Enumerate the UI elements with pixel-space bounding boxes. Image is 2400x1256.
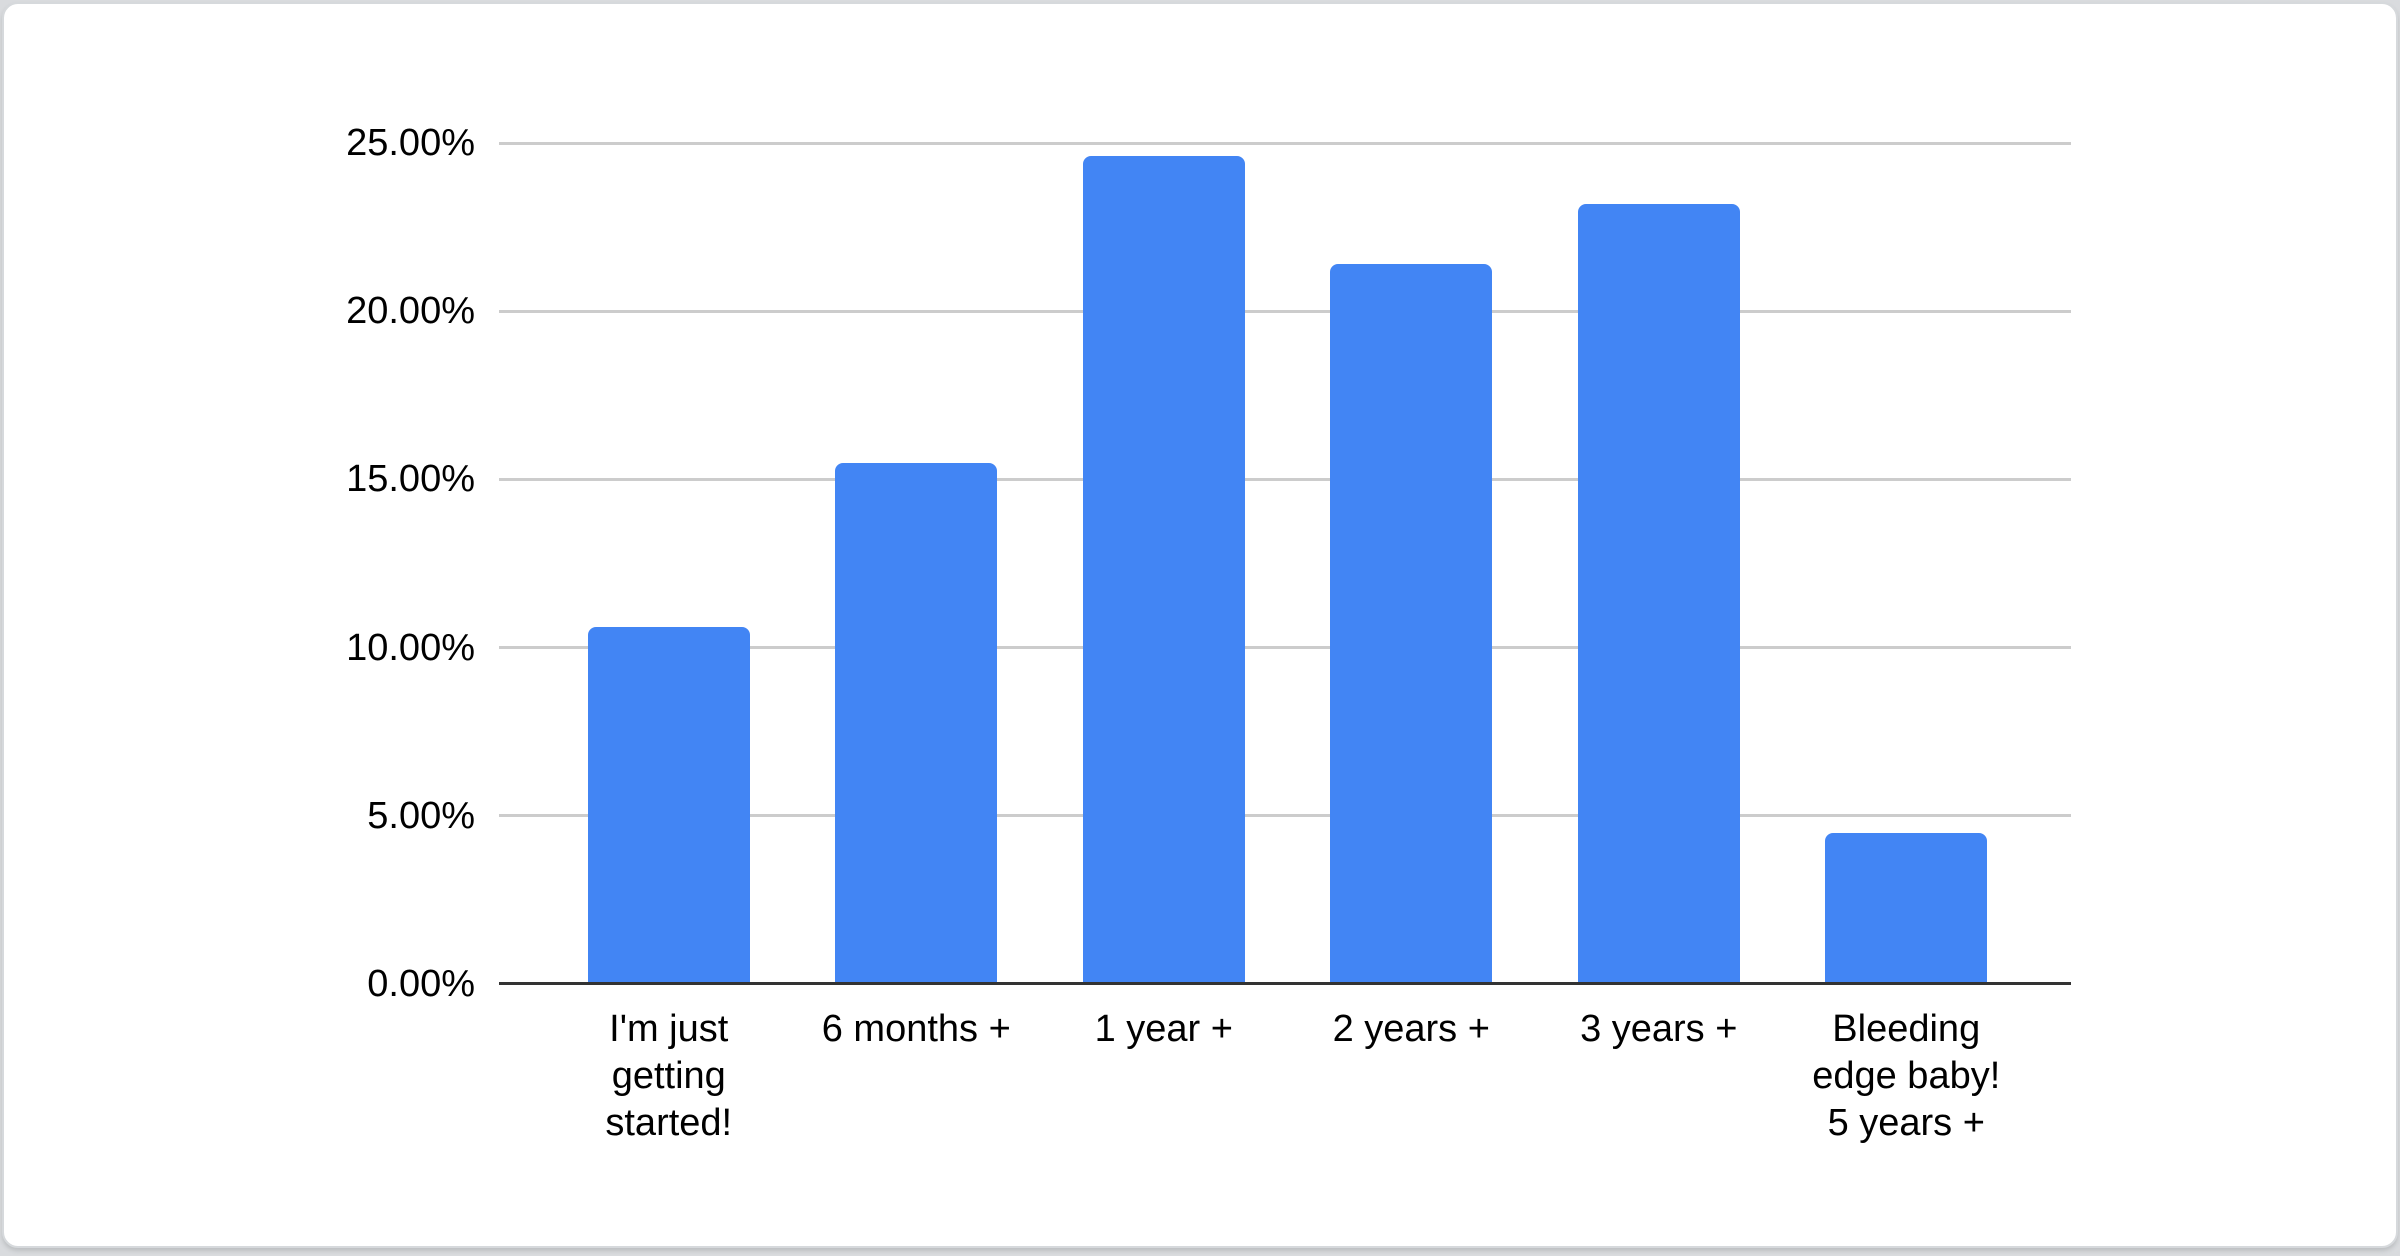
plot-area [499,141,2071,985]
bar [1082,156,1245,984]
bars-layer [499,143,2071,984]
y-tick-label: 20.00% [346,290,475,333]
y-tick-label: 5.00% [367,794,475,837]
x-tick-label: 6 months + [821,1008,1011,1050]
x-tick-label: 1 year + [1094,1008,1233,1050]
gridline [499,141,2071,145]
x-axis-line [499,982,2071,985]
grid-layer [499,141,2071,984]
y-tick-label: 25.00% [346,122,475,164]
y-tick-label: 0.00% [367,963,475,1005]
bar [587,627,750,984]
gridline [499,646,2071,650]
y-tick-label: 10.00% [346,626,475,669]
bar [1330,264,1493,984]
x-tick-label: 2 years + [1332,1008,1490,1050]
bar [1577,203,1740,984]
x-tick-label: I'm just getting started! [605,1008,733,1144]
x-axis: I'm just getting started! 6 months + 1 yea… [545,1006,2030,1147]
y-tick-label: 15.00% [346,458,475,501]
bar [835,462,998,984]
bar [1825,832,1988,984]
gridline [499,814,2071,818]
gridline [499,309,2071,313]
x-tick-label: Bleeding edge baby! 5 years + [1812,1008,2001,1144]
x-tick-label: 3 years + [1580,1008,1738,1050]
gridline [499,477,2071,481]
